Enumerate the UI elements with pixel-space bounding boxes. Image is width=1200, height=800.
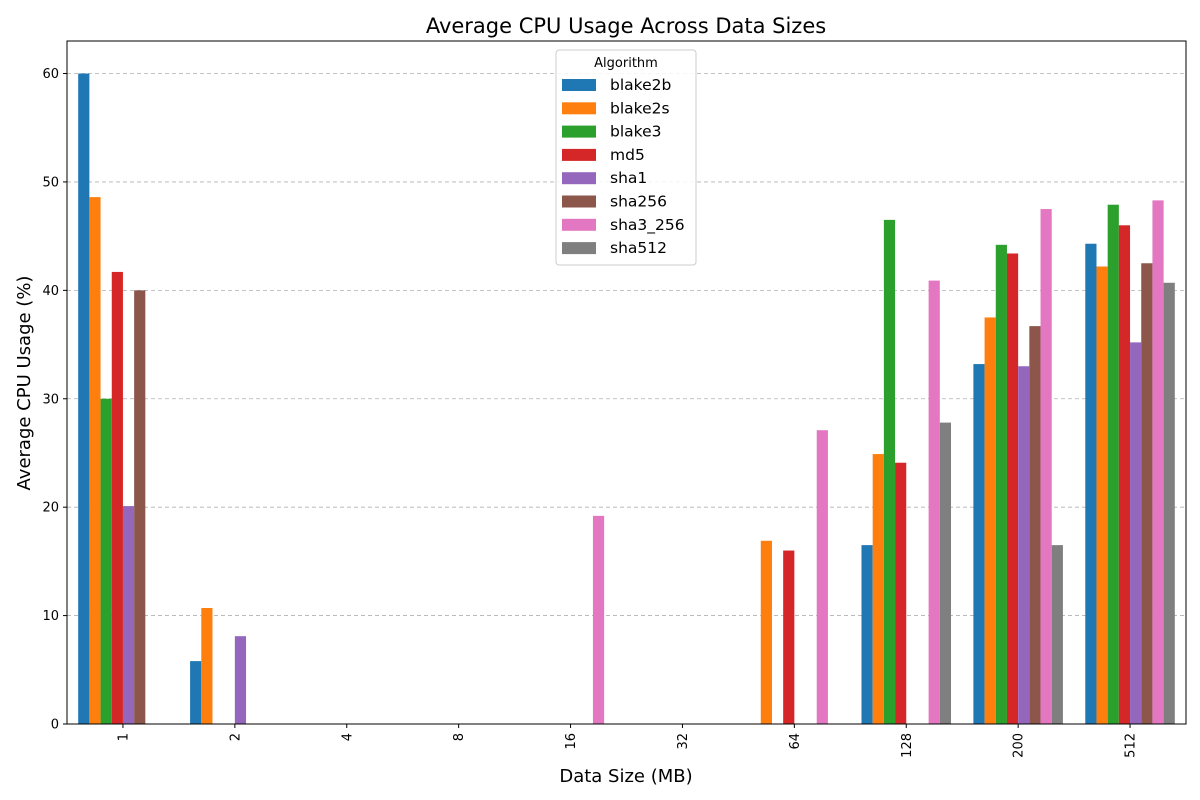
legend-label-sha256[interactable]: sha256 bbox=[610, 193, 667, 211]
x-tick-label: 2 bbox=[228, 733, 243, 741]
legend-swatch-sha512 bbox=[562, 242, 596, 255]
bar-blake2b-128 bbox=[861, 545, 873, 724]
y-axis-title: Average CPU Usage (%) bbox=[14, 276, 35, 491]
legend-swatch-blake2b bbox=[562, 79, 596, 91]
bar-sha3_256-16 bbox=[592, 515, 605, 724]
bar-md5-128 bbox=[895, 462, 907, 724]
bar-sha512-512 bbox=[1163, 282, 1175, 724]
bar-blake2b-2 bbox=[190, 661, 202, 724]
x-tick-label: 128 bbox=[900, 733, 915, 758]
x-tick-label: 4 bbox=[340, 733, 355, 741]
bar-blake2s-1 bbox=[89, 197, 101, 725]
legend-title: Algorithm bbox=[594, 56, 658, 71]
bar-sha512-200 bbox=[1051, 545, 1063, 724]
bar-sha3_256-200 bbox=[1040, 209, 1052, 725]
bar-blake2s-512 bbox=[1096, 266, 1108, 724]
bar-sha256-1 bbox=[134, 290, 146, 724]
bar-sha3_256-128 bbox=[928, 280, 940, 724]
bar-sha256-512 bbox=[1141, 263, 1153, 724]
y-tick-label: 40 bbox=[42, 284, 59, 299]
bar-blake2b-512 bbox=[1085, 243, 1097, 724]
y-tick-label: 60 bbox=[42, 67, 59, 82]
bar-sha3_256-64 bbox=[816, 430, 828, 724]
legend-label-blake2s[interactable]: blake2s bbox=[610, 99, 670, 117]
bar-sha3_256-512 bbox=[1152, 200, 1164, 724]
legend-label-sha512[interactable]: sha512 bbox=[610, 239, 667, 257]
x-tick-label: 64 bbox=[788, 733, 803, 750]
bar-blake2s-200 bbox=[984, 317, 996, 724]
bar-blake3-1 bbox=[100, 398, 112, 724]
bar-md5-1 bbox=[111, 271, 123, 724]
bar-sha1-2 bbox=[234, 636, 247, 724]
legend-label-sha3_256[interactable]: sha3_256 bbox=[610, 216, 685, 235]
x-axis-title: Data Size (MB) bbox=[559, 766, 692, 787]
x-tick-label: 200 bbox=[1012, 733, 1027, 758]
legend-swatch-sha3_256 bbox=[562, 218, 596, 231]
y-tick-label: 30 bbox=[42, 392, 59, 407]
bar-md5-64 bbox=[783, 550, 795, 724]
y-tick-label: 0 bbox=[51, 718, 59, 733]
legend-label-md5[interactable]: md5 bbox=[610, 146, 645, 164]
bar-blake2b-200 bbox=[973, 364, 985, 724]
legend-swatch-md5 bbox=[562, 148, 596, 161]
bar-md5-512 bbox=[1118, 225, 1131, 725]
x-tick-label: 8 bbox=[452, 733, 467, 741]
legend-swatch-sha1 bbox=[562, 172, 596, 185]
bar-blake2s-2 bbox=[201, 607, 213, 724]
plot-frame bbox=[66, 40, 1187, 725]
bar-sha1-1 bbox=[122, 506, 135, 724]
legend-swatch-blake2s bbox=[562, 102, 596, 115]
chart-title: Average CPU Usage Across Data Sizes bbox=[426, 14, 826, 38]
y-tick-label: 10 bbox=[42, 609, 59, 624]
y-tick-label: 20 bbox=[42, 501, 59, 516]
bar-sha1-200 bbox=[1018, 366, 1030, 724]
bar-sha1-512 bbox=[1130, 342, 1142, 724]
bar-blake3-200 bbox=[995, 244, 1007, 725]
bar-blake2b-1 bbox=[78, 73, 90, 725]
legend-swatch-blake3 bbox=[562, 125, 596, 138]
x-tick-label: 16 bbox=[564, 733, 579, 750]
bar-blake3-512 bbox=[1107, 204, 1119, 724]
legend-label-blake2b[interactable]: blake2b bbox=[610, 76, 671, 94]
bar-blake3-128 bbox=[883, 219, 896, 724]
bar-sha256-200 bbox=[1029, 326, 1041, 724]
bars bbox=[78, 73, 1175, 725]
legend[interactable]: Algorithm blake2b blake2s blake3 md5 sha1 sha2… bbox=[555, 49, 697, 266]
bar-md5-200 bbox=[1006, 253, 1019, 724]
x-tick-label: 512 bbox=[1124, 733, 1139, 758]
legend-label-blake3[interactable]: blake3 bbox=[610, 123, 661, 141]
x-tick-label: 32 bbox=[676, 733, 691, 750]
y-tick-label: 50 bbox=[42, 175, 59, 190]
bar-blake2s-64 bbox=[760, 540, 772, 724]
legend-swatch-sha256 bbox=[562, 195, 596, 208]
x-tick-label: 1 bbox=[116, 733, 131, 741]
legend-label-sha1[interactable]: sha1 bbox=[610, 169, 647, 187]
axes: 0 10 20 30 40 50 60 1 2 4 8 16 32 64 128 200 512 bbox=[42, 40, 1187, 758]
bar-blake2s-128 bbox=[872, 454, 884, 724]
bar-sha512-128 bbox=[939, 422, 952, 724]
